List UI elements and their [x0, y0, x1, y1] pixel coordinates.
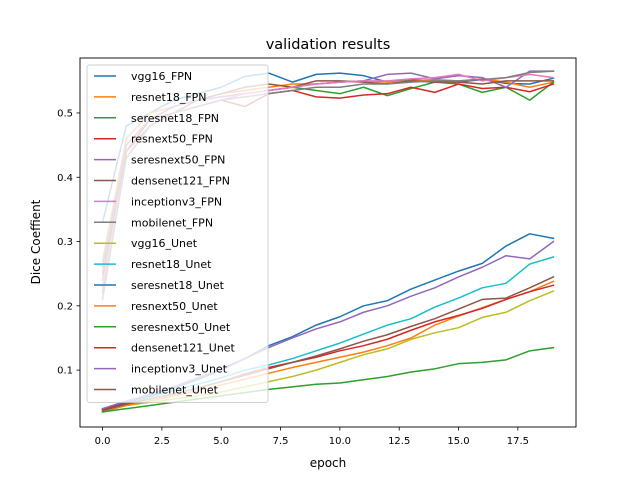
- legend-label: resnext50_Unet: [131, 300, 218, 313]
- legend-label: vgg16_Unet: [131, 237, 198, 250]
- legend-label: seresnext50_Unet: [131, 321, 231, 334]
- y-tick-label: 0.4: [57, 173, 73, 184]
- legend-label: inceptionv3_Unet: [131, 363, 228, 376]
- plot-frame: [79, 57, 577, 428]
- x-tick-label: 7.5: [273, 436, 289, 447]
- x-tick-label: 15.0: [447, 436, 469, 447]
- y-tick-label: 0.3: [57, 237, 73, 248]
- x-tick-label: 12.5: [388, 436, 410, 447]
- legend-label: seresnet18_FPN: [131, 112, 219, 125]
- y-axis-label: Dice Coeffient: [29, 199, 43, 284]
- legend-label: seresnet18_Unet: [131, 279, 225, 292]
- y-tick-label: 0.2: [57, 301, 73, 312]
- legend-box: [86, 64, 269, 403]
- legend-label: inceptionv3_FPN: [131, 195, 222, 208]
- y-tick-label: 0.1: [57, 366, 73, 377]
- legend-label: resnet18_Unet: [131, 258, 212, 271]
- x-axis-label: epoch: [310, 456, 347, 470]
- legend-label: densenet121_Unet: [131, 342, 236, 355]
- legend-label: mobilenet_FPN: [131, 216, 213, 229]
- chart-title: validation results: [266, 37, 391, 53]
- legend-label: seresnext50_FPN: [131, 154, 225, 167]
- x-tick-label: 0.0: [95, 436, 111, 447]
- legend-label: resnext50_FPN: [131, 133, 213, 146]
- ticks-layer: 0.0 2.5 5.0 7.5 10.0 12.5 15.0 17.5 0.1 0.2 0.3 0.4…: [57, 108, 529, 447]
- legend-label: vgg16_FPN: [131, 70, 192, 83]
- legend-label: mobilenet_Unet: [131, 384, 219, 397]
- x-tick-label: 17.5: [507, 436, 529, 447]
- legend-label: densenet121_FPN: [131, 175, 230, 188]
- x-tick-label: 5.0: [213, 436, 229, 447]
- legend: vgg16_FPN resnet18_FPN seresnet18_FPNresne…: [86, 64, 269, 403]
- x-tick-label: 10.0: [329, 436, 351, 447]
- x-tick-label: 2.5: [154, 436, 170, 447]
- legend-label: resnet18_FPN: [131, 91, 207, 104]
- y-tick-label: 0.5: [57, 108, 73, 119]
